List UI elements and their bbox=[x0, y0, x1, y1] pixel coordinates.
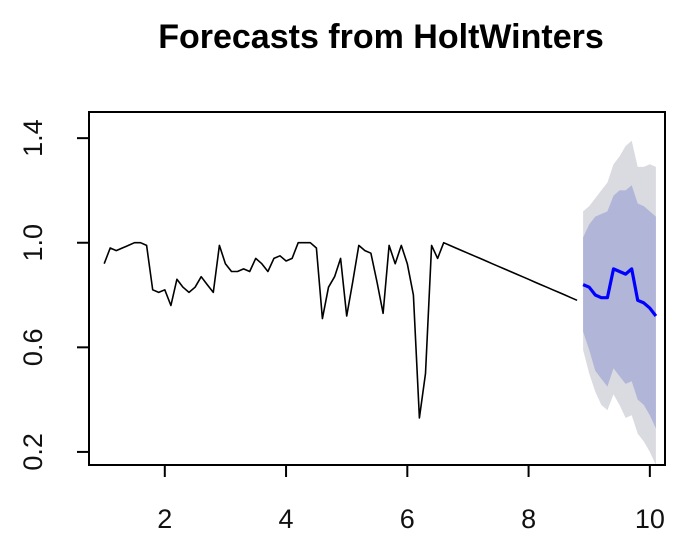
y-tick-label: 0.2 bbox=[18, 433, 48, 471]
y-tick-label: 0.6 bbox=[18, 329, 48, 367]
axes: 2 4 6 8 10 0.2 0.6 1.0 1.4 bbox=[18, 119, 665, 534]
forecast-series-line bbox=[582, 267, 658, 317]
band-80 bbox=[583, 185, 656, 429]
y-tick-label: 1.0 bbox=[18, 224, 48, 262]
x-tick-label: 2 bbox=[157, 504, 172, 534]
prediction-intervals bbox=[583, 140, 656, 466]
x-tick-label: 6 bbox=[400, 504, 415, 534]
plot-frame bbox=[88, 111, 666, 466]
x-tick-label: 10 bbox=[635, 504, 665, 534]
x-tick-label: 4 bbox=[279, 504, 294, 534]
y-tick-label: 1.4 bbox=[18, 119, 48, 157]
x-tick-label: 8 bbox=[521, 504, 536, 534]
series-lines bbox=[103, 241, 658, 419]
observed-series-line bbox=[103, 241, 578, 419]
chart-title: Forecasts from HoltWinters bbox=[158, 18, 604, 56]
